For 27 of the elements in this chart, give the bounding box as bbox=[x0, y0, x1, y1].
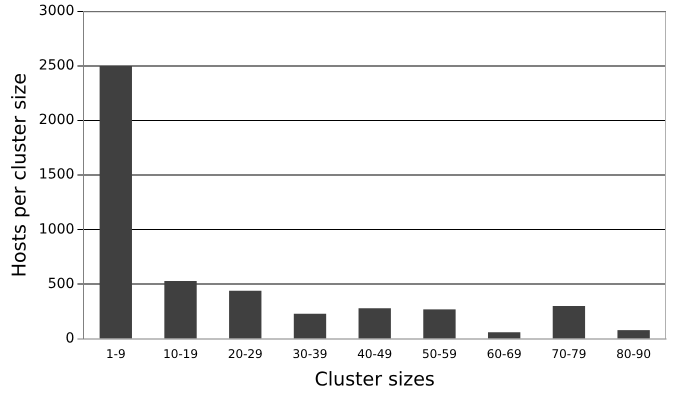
bar bbox=[294, 314, 326, 338]
x-tick-label: 70-79 bbox=[551, 347, 586, 362]
y-tick-label: 2500 bbox=[38, 58, 74, 74]
x-tick-label: 80-90 bbox=[616, 347, 652, 362]
bar bbox=[229, 290, 262, 338]
x-tick-label: 50-59 bbox=[422, 347, 457, 362]
y-axis-title: Hosts per cluster size bbox=[8, 72, 30, 278]
bar bbox=[617, 330, 650, 338]
y-tick-label: 3000 bbox=[38, 3, 74, 20]
x-axis-title: Cluster sizes bbox=[314, 368, 435, 391]
y-tick-label: 1500 bbox=[38, 166, 74, 183]
y-tick-label: 1000 bbox=[38, 221, 74, 238]
bar bbox=[423, 309, 456, 338]
x-tick-label: 30-39 bbox=[292, 347, 328, 362]
x-tick-label: 20-29 bbox=[228, 347, 263, 362]
x-tick-label: 1-9 bbox=[106, 347, 126, 362]
bar bbox=[552, 306, 586, 338]
x-tick-label: 60-69 bbox=[486, 347, 522, 362]
y-tick-label: 0 bbox=[66, 330, 74, 346]
y-tick-label: 2000 bbox=[38, 112, 74, 128]
bar bbox=[488, 332, 520, 338]
x-tick-label: 40-49 bbox=[357, 347, 392, 362]
bar bbox=[100, 66, 132, 338]
y-tick-label: 500 bbox=[48, 276, 74, 292]
bar bbox=[164, 280, 197, 338]
x-tick-label: 10-19 bbox=[163, 347, 198, 362]
bar bbox=[358, 308, 391, 338]
